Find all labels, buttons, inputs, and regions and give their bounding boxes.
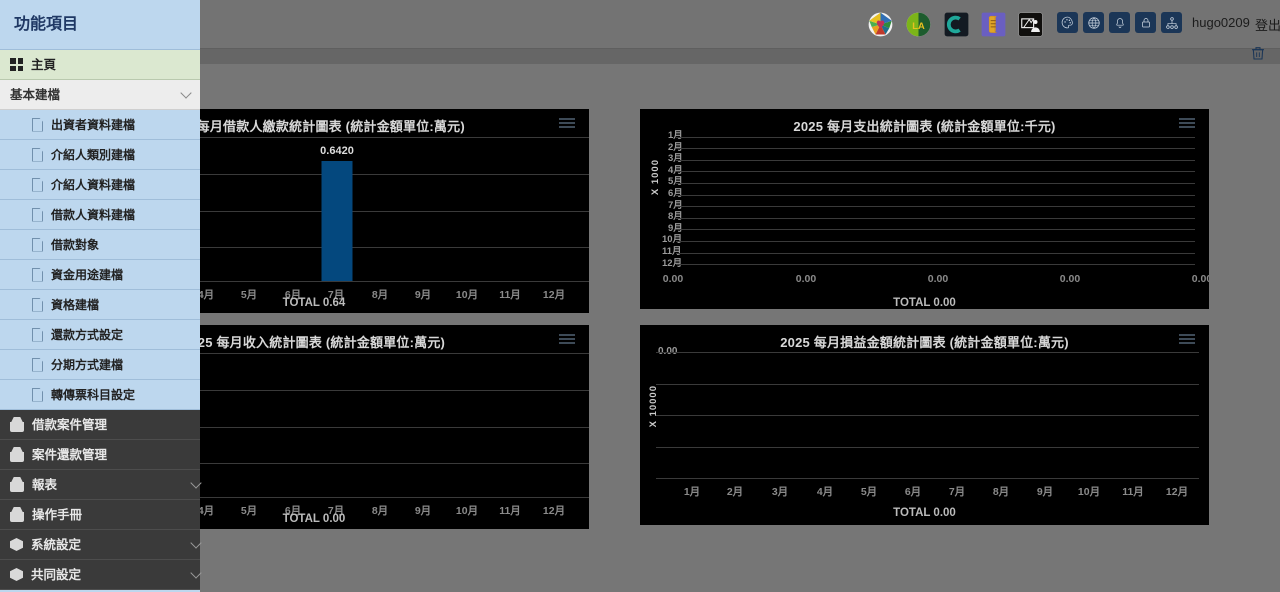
svg-text:LA: LA xyxy=(912,21,925,31)
